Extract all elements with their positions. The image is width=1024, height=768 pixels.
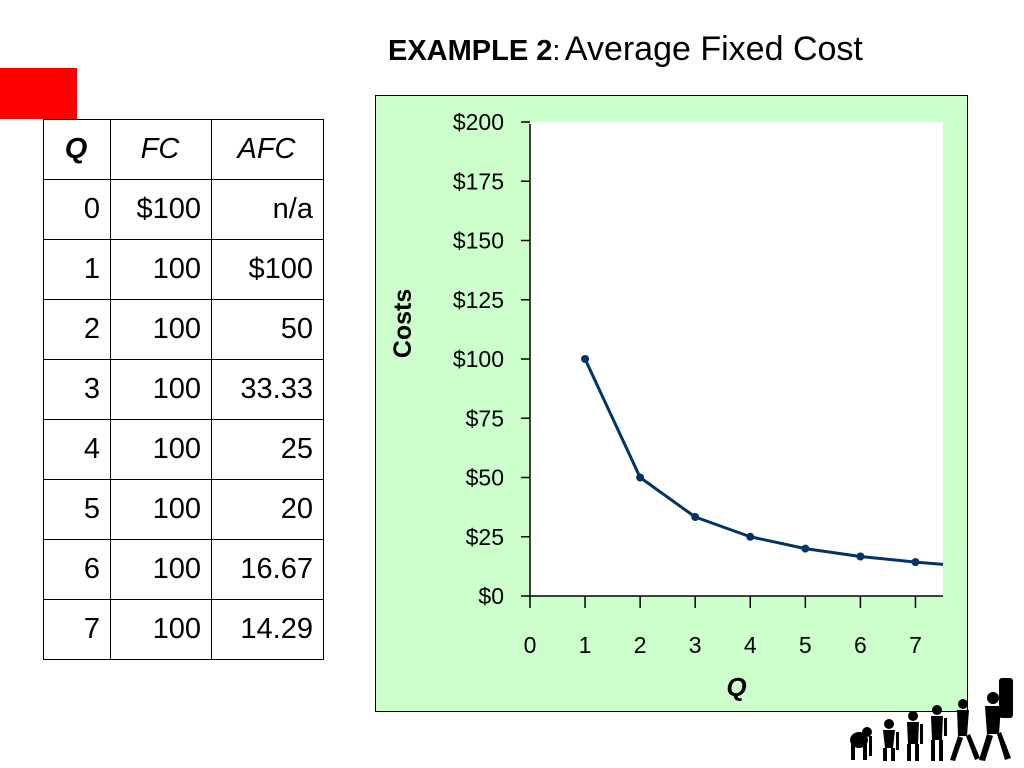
- x-tick-label: 3: [689, 632, 702, 658]
- y-tick-label: $50: [466, 465, 504, 491]
- table-row: 7 100 14.29: [43, 599, 324, 660]
- afc-series-line: [583, 358, 944, 566]
- table-cell-afc: 25: [211, 419, 324, 480]
- afc-data-point: [746, 532, 755, 541]
- table-cell-fc: 100: [110, 239, 212, 300]
- table-cell-afc: 33.33: [211, 359, 324, 420]
- chart-panel: $0 $25 $50 $75 $100 $125 $150 $175 $200 0 1 2 3 4 5 6 7 Q…: [375, 95, 968, 712]
- table-row: 1 100 $100: [43, 239, 324, 300]
- y-tick-label: $200: [453, 109, 504, 135]
- table-cell-fc: 100: [110, 359, 212, 420]
- table-cell-fc: 100: [110, 299, 212, 360]
- human-evolution-icon: [850, 678, 1013, 761]
- table-cell-q: 6: [43, 539, 111, 600]
- table-row: 2 100 50: [43, 299, 324, 360]
- table-cell-q: 1: [43, 239, 111, 300]
- x-tick-label: 5: [799, 632, 812, 658]
- y-tick-label: $0: [478, 583, 504, 609]
- plot-area: [530, 122, 943, 596]
- table-cell-fc: 100: [110, 539, 212, 600]
- title-example-label: EXAMPLE 2: [388, 35, 553, 67]
- table-row: 3 100 33.33: [43, 359, 324, 420]
- afc-chart: $0 $25 $50 $75 $100 $125 $150 $175 $200 0 1 2 3 4 5 6 7 Q…: [389, 109, 944, 702]
- y-tick-label: $25: [466, 524, 504, 550]
- cost-table: Q FC AFC 0 $100 n/a 1 100 $100 2 100 50: [43, 119, 324, 660]
- x-tick-label: 0: [524, 632, 537, 658]
- table-header-row: Q FC AFC: [43, 119, 324, 180]
- y-tick-label: $100: [453, 346, 504, 372]
- y-tick-label: $125: [453, 287, 504, 313]
- afc-data-point: [636, 473, 645, 482]
- table-cell-q: 4: [43, 419, 111, 480]
- page-title: EXAMPLE 2: Average Fixed Cost: [388, 30, 863, 69]
- x-tick-label: 2: [634, 632, 647, 658]
- table-cell-afc: $100: [211, 239, 324, 300]
- table-cell-fc: 100: [110, 599, 212, 660]
- table-cell-q: 0: [43, 179, 111, 240]
- afc-data-point: [911, 558, 920, 567]
- afc-data-point: [856, 552, 865, 561]
- table-row: 6 100 16.67: [43, 539, 324, 600]
- table-cell-q: 7: [43, 599, 111, 660]
- accent-block: [0, 68, 77, 119]
- title-text: Average Fixed Cost: [564, 30, 863, 68]
- table-cell-afc: 50: [211, 299, 324, 360]
- x-tick-label: 6: [854, 632, 867, 658]
- table-cell-afc: 14.29: [211, 599, 324, 660]
- x-tick-label: 7: [909, 632, 922, 658]
- table-cell-afc: 16.67: [211, 539, 324, 600]
- table-row: 0 $100 n/a: [43, 179, 324, 240]
- table-cell-fc: $100: [110, 179, 212, 240]
- title-colon: :: [552, 35, 561, 67]
- afc-data-point: [801, 544, 810, 553]
- y-tick-label: $75: [466, 405, 504, 431]
- y-axis-label: Costs: [389, 289, 417, 358]
- table-row: 4 100 25: [43, 419, 324, 480]
- table-cell-afc: n/a: [211, 179, 324, 240]
- table-cell-fc: 100: [110, 479, 212, 540]
- table-cell-afc: 20: [211, 479, 324, 540]
- afc-data-point: [581, 355, 590, 363]
- x-tick-label: 4: [744, 632, 757, 658]
- y-tick-label: $175: [453, 168, 504, 194]
- x-axis-label: Q: [726, 672, 746, 702]
- table-row: 5 100 20: [43, 479, 324, 540]
- table-header-fc: FC: [110, 119, 212, 180]
- table-cell-q: 3: [43, 359, 111, 420]
- table-cell-q: 2: [43, 299, 111, 360]
- table-header-q: Q: [43, 119, 111, 180]
- afc-data-point: [691, 513, 700, 522]
- table-cell-q: 5: [43, 479, 111, 540]
- table-cell-fc: 100: [110, 419, 212, 480]
- x-tick-label: 1: [579, 632, 592, 658]
- y-tick-label: $150: [453, 228, 504, 254]
- table-header-afc: AFC: [211, 119, 324, 180]
